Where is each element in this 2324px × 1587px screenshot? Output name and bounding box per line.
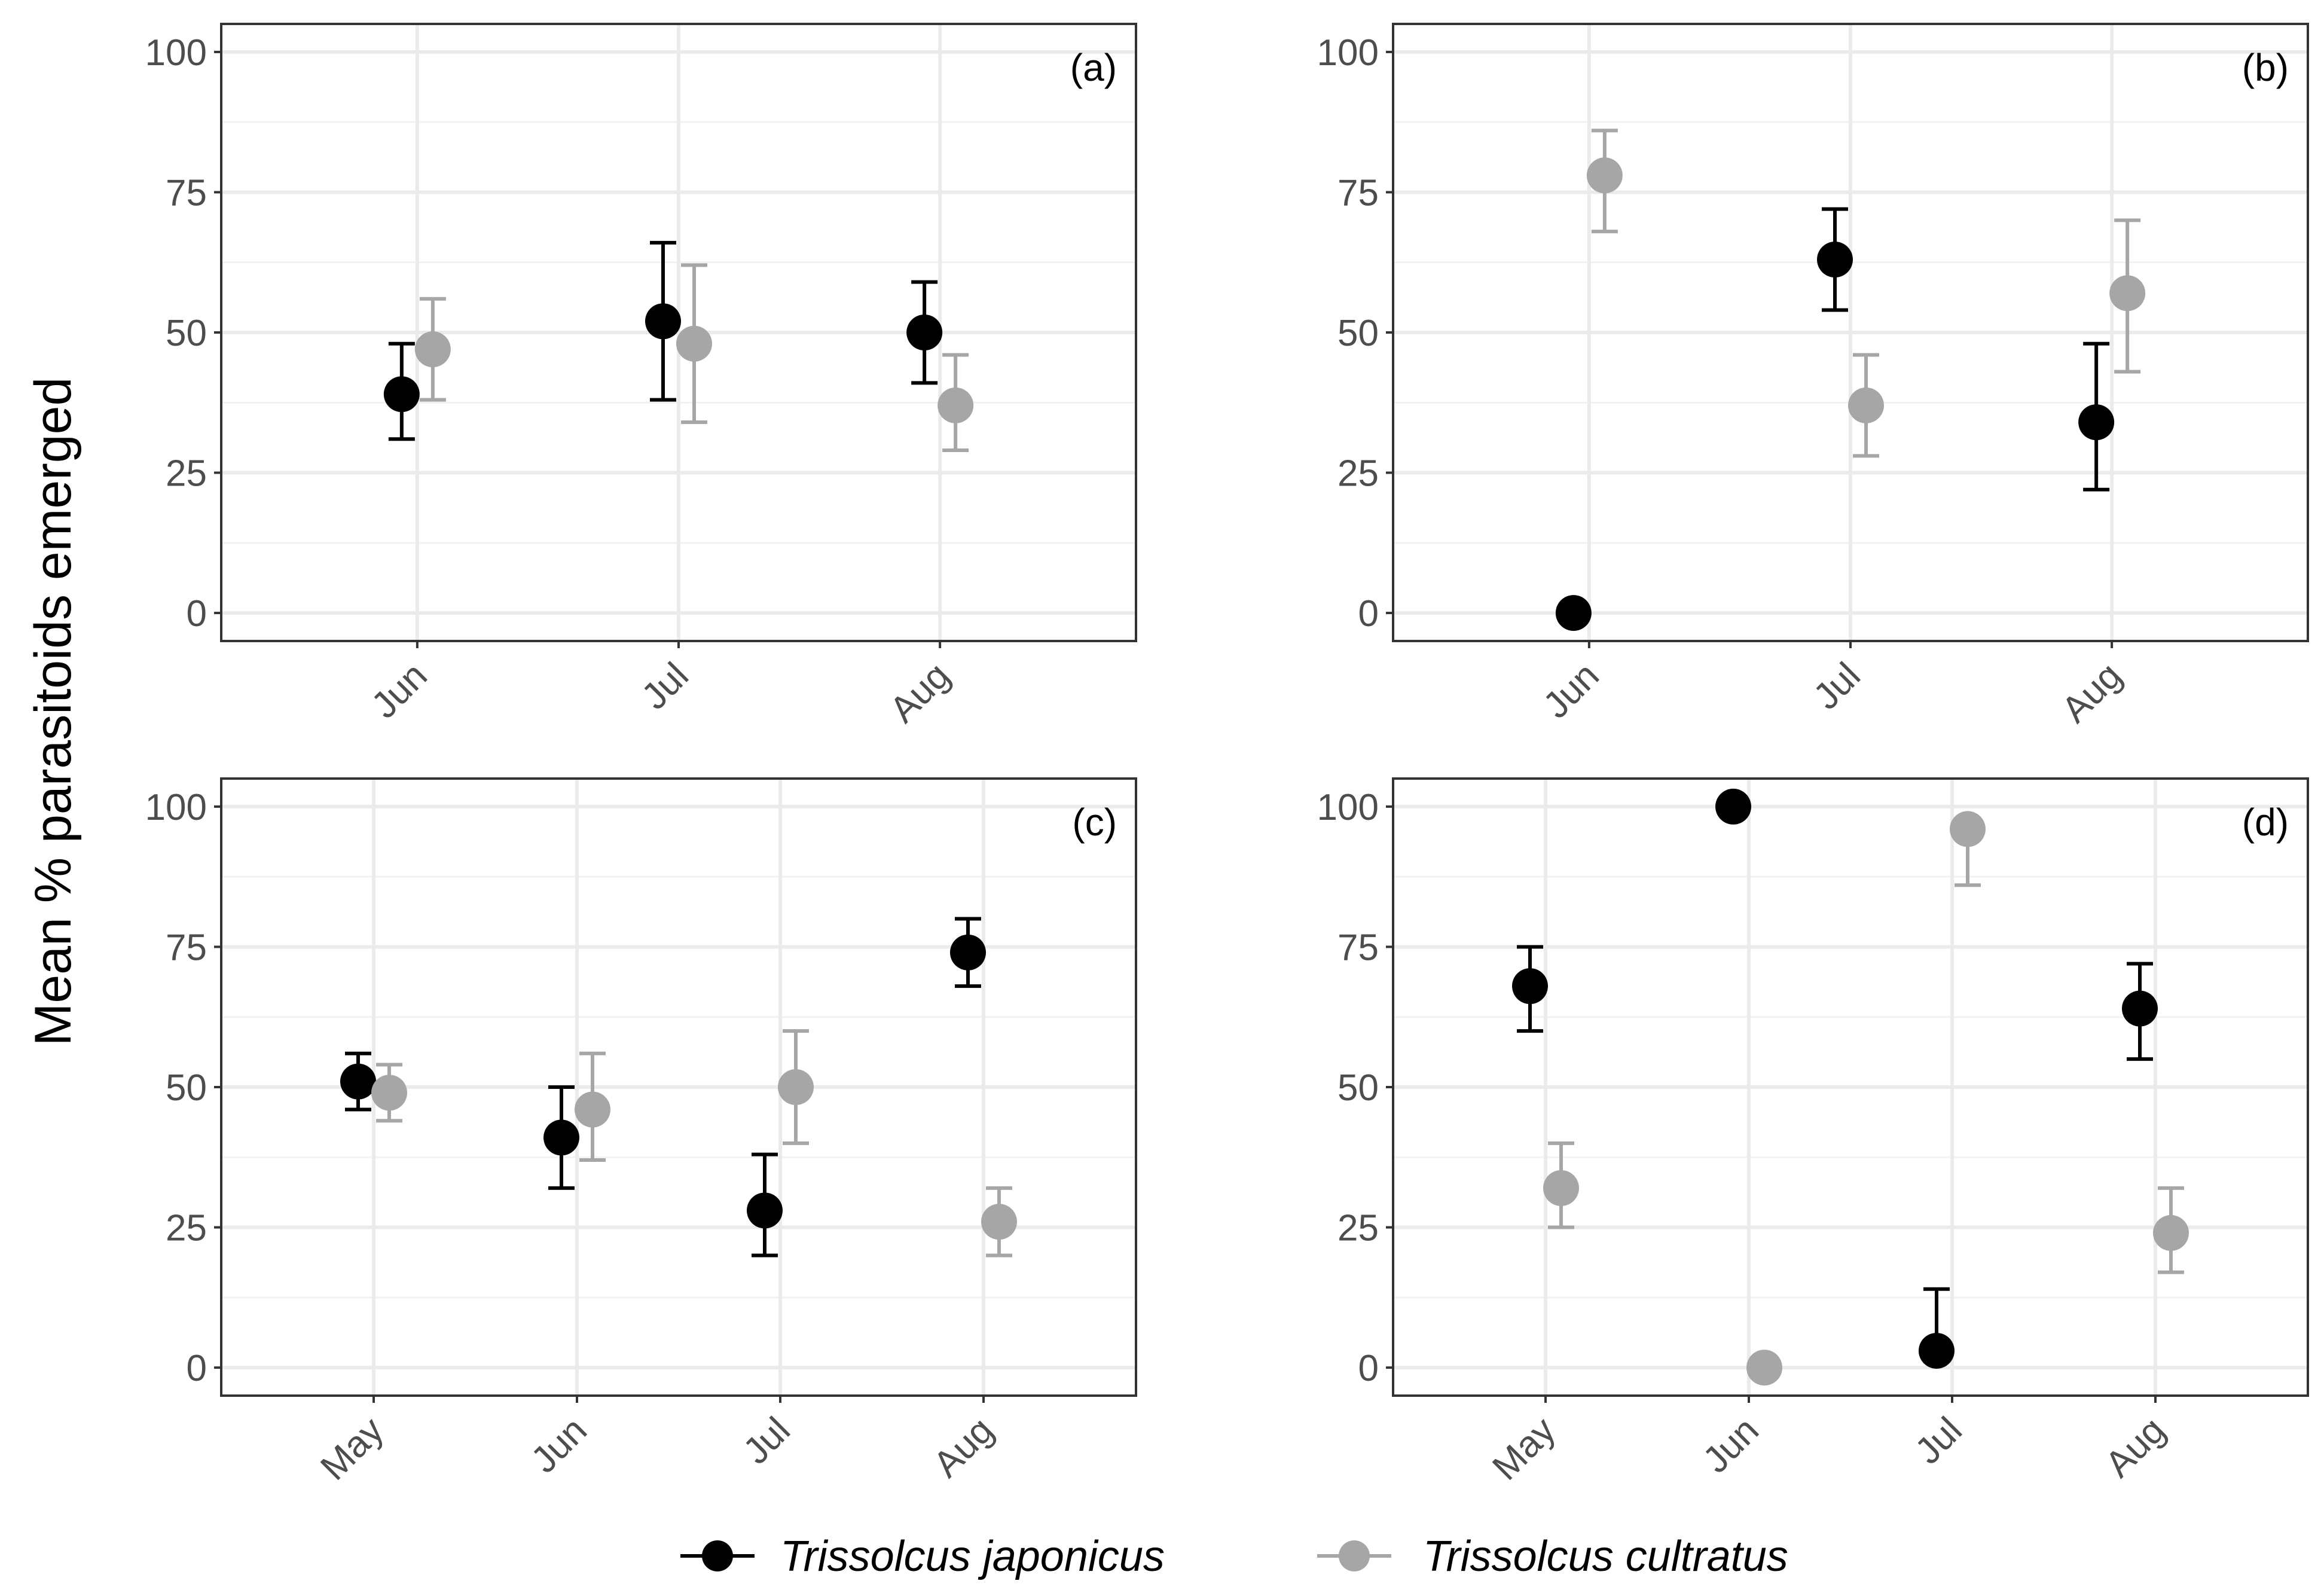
legend-label-japonicus: Trissolcus japonicus: [780, 1533, 1165, 1580]
panel-c-series-japonicus-point: [747, 1192, 783, 1229]
panels: 0 25 50 75 100 Jun Jul Aug (a) 0 25 50 75 100 Jun Jul Au…: [145, 23, 2309, 1488]
panel-a-label: (a): [1070, 46, 1117, 89]
legend: Trissolcus japonicus Trissolcus cultratu…: [680, 1533, 1788, 1580]
panel-a-xtick-label: Aug: [882, 655, 958, 731]
panel-b: 0 25 50 75 100 Jun Jul Aug (b): [1317, 23, 2309, 731]
panel-c-series-japonicus-point: [950, 934, 986, 970]
panel-b-series-cultratus-point: [2109, 275, 2146, 312]
panel-a-xtick-label: Jul: [634, 655, 697, 718]
panel-d-ytick-label: 100: [1317, 787, 1379, 828]
panel-c: 0 25 50 75 100 May Jun Jul Aug (c): [145, 777, 1137, 1488]
panel-b-label: (b): [2242, 46, 2289, 89]
legend-item-japonicus: Trissolcus japonicus: [680, 1533, 1165, 1580]
panel-a-ytick-label: 50: [166, 313, 207, 354]
panel-b-xtick-label: Aug: [2054, 655, 2130, 731]
panel-a-ytick-label: 75: [166, 172, 207, 213]
panel-a-series-cultratus-point: [414, 331, 451, 368]
panel-c-ytick-label: 25: [166, 1208, 207, 1249]
panel-a-ytick-label: 25: [166, 453, 207, 495]
panel-a-series-japonicus-point: [383, 376, 420, 413]
panel-c-series-cultratus-point: [778, 1069, 814, 1105]
panel-b-ytick-label: 0: [1358, 593, 1379, 634]
panel-b-ytick-label: 25: [1337, 453, 1379, 495]
legend-key-point-cultratus: [1339, 1540, 1370, 1571]
panel-a-series-japonicus-point: [645, 303, 681, 340]
panel-c-xtick-label: May: [313, 1409, 392, 1488]
panel-b-ytick-label: 50: [1337, 313, 1379, 354]
panel-d-ytick-label: 0: [1358, 1348, 1379, 1389]
panel-c-series-japonicus-point: [543, 1119, 579, 1156]
panel-c-series-cultratus-point: [575, 1091, 610, 1128]
panel-c-ytick-label: 0: [187, 1348, 207, 1389]
panel-d-xtick-label: Aug: [2097, 1409, 2173, 1485]
panel-c-ytick-label: 50: [166, 1067, 207, 1109]
panel-b-series-cultratus-point: [1586, 157, 1623, 194]
panel-b-series-japonicus-point: [1555, 595, 1592, 631]
panel-a-xtick-label: Jun: [364, 655, 435, 726]
panel-d-series-cultratus-point: [1950, 811, 1986, 847]
panel-b-series-japonicus-point: [2078, 404, 2115, 441]
panel-c-xtick-label: Jun: [523, 1409, 594, 1481]
panel-d-series-japonicus-point: [2122, 990, 2158, 1027]
panel-d-xtick-label: Jun: [1695, 1409, 1766, 1481]
panel-a-series-cultratus-point: [676, 325, 712, 362]
panel-d-series-japonicus-point: [1919, 1332, 1955, 1369]
legend-label-cultratus: Trissolcus cultratus: [1423, 1533, 1788, 1580]
panel-c-border: [220, 777, 1137, 1397]
panel-d-series-japonicus-point: [1512, 968, 1548, 1005]
legend-key-point-japonicus: [702, 1540, 733, 1571]
panel-d-series-cultratus-point: [2153, 1214, 2189, 1251]
panel-d-ytick-label: 25: [1337, 1208, 1379, 1249]
panel-c-xtick-label: Jul: [735, 1409, 798, 1472]
panel-d-ytick-label: 50: [1337, 1067, 1379, 1109]
panel-c-label: (c): [1072, 801, 1117, 844]
panel-a-border: [220, 23, 1137, 642]
y-axis-label: Mean % parasitoids emerged: [25, 377, 82, 1046]
panel-d: 0 25 50 75 100 May Jun Jul Aug (d): [1317, 777, 2309, 1488]
panel-d-border: [1392, 777, 2309, 1397]
panel-b-series-cultratus-point: [1848, 387, 1884, 423]
panel-c-ytick-label: 75: [166, 927, 207, 968]
panel-b-ytick-label: 100: [1317, 32, 1379, 74]
panel-d-ytick-label: 75: [1337, 927, 1379, 968]
panel-c-ytick-label: 100: [145, 787, 207, 828]
legend-item-cultratus: Trissolcus cultratus: [1317, 1533, 1788, 1580]
panel-b-ytick-label: 75: [1337, 172, 1379, 213]
panel-d-series-japonicus-point: [1715, 788, 1751, 825]
panel-c-xtick-label: Aug: [926, 1409, 1001, 1485]
panel-b-xtick-label: Jun: [1535, 655, 1607, 726]
panel-b-series-japonicus-point: [1817, 242, 1853, 278]
panel-d-series-cultratus-point: [1543, 1170, 1579, 1206]
panel-b-border: [1392, 23, 2309, 642]
panel-b-xtick-label: Jul: [1806, 655, 1868, 718]
panel-a: 0 25 50 75 100 Jun Jul Aug (a): [145, 23, 1137, 731]
panel-a-series-cultratus-point: [937, 387, 974, 423]
panel-d-xtick-label: May: [1485, 1409, 1563, 1488]
panel-d-series-cultratus-point: [1746, 1350, 1782, 1386]
panel-a-ytick-label: 0: [187, 593, 207, 634]
panel-c-series-cultratus-point: [981, 1204, 1017, 1240]
panel-a-series-japonicus-point: [906, 315, 943, 350]
panel-c-series-japonicus-point: [340, 1063, 376, 1100]
panel-c-series-cultratus-point: [371, 1075, 407, 1111]
panel-a-ytick-label: 100: [145, 32, 207, 74]
panel-d-label: (d): [2242, 801, 2289, 844]
panel-d-xtick-label: Jul: [1907, 1409, 1970, 1472]
